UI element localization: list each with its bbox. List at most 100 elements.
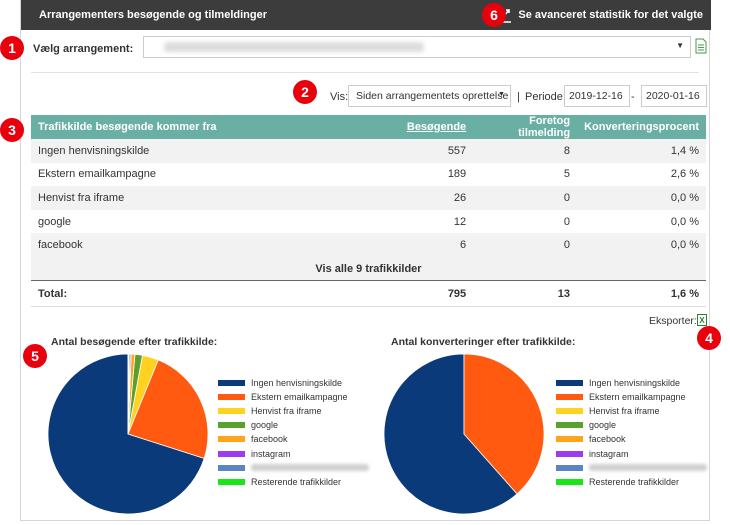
legend-label: Ingen henvisningskilde [589,378,681,389]
legend-swatch [218,394,245,401]
legend-label: Resterende trafikkilder [251,476,342,487]
legend-item: facebook [218,432,369,446]
row-conversion: 2,6 % [670,168,699,181]
badge-4: 4 [697,326,721,350]
export-label: Eksporter: [649,315,697,327]
traffic-table: Trafikkilde besøgende kommer fra Besøgen… [31,115,706,308]
date-to-input[interactable]: 2020-01-16 [641,85,707,107]
row-visitors: 26 [370,186,474,210]
legend-label: facebook [251,434,288,445]
pie-slice [463,353,545,495]
visitors-chart-legend: Ingen henvisningskilde Ekstern emailkampa… [218,376,369,489]
legend-swatch [218,422,245,429]
filter-row: Vis: Siden arrangementets oprettelse ▼ |… [21,85,711,109]
table-row: facebook 6 0 0,0 % [31,233,706,257]
legend-label: instagram [251,448,291,459]
legend-item [556,461,707,475]
advanced-statistics-label: Se avanceret statistik for det valgte [518,9,703,21]
row-signups: 0 [473,186,578,210]
legend-label: Resterende trafikkilder [589,476,680,487]
col-conversion: Konverteringsprocent [577,115,706,139]
table-row: google 12 0 0,0 % [31,210,706,234]
legend-label: Henvist fra iframe [251,406,322,417]
row-source: Ingen henvisningskilde [31,139,371,163]
advanced-statistics-link[interactable]: Se avanceret statistik for det valgte [492,6,703,24]
table-row: Henvist fra iframe 26 0 0,0 % [31,186,706,210]
col-visitors[interactable]: Besøgende [370,115,474,139]
pie-slice [127,359,209,459]
legend-item: Henvist fra iframe [218,404,369,418]
row-conversion: 0,0 % [577,186,706,210]
total-signups: 13 [473,280,578,308]
legend-swatch [218,436,245,443]
pie-slice [383,353,518,515]
col-signups: Foretog tilmelding [473,115,578,139]
table-row: Ingen henvisningskilde 557 8 1,4 % [31,139,706,163]
table-row: Ekstern emailkampagne 189 5 2,6 % [31,163,706,187]
legend-label: Ingen henvisningskilde [251,378,343,389]
badge-5: 5 [23,344,47,368]
badge-2: 2 [293,80,317,104]
row-visitors: 557 [370,139,474,163]
pie-slice [127,353,130,435]
legend-item: google [218,418,369,432]
panel-header: Arrangementers besøgende og tilmeldinger… [21,0,711,30]
row-visitors: 189 [447,168,467,181]
legend-item: facebook [556,432,707,446]
panel-title: Arrangementers besøgende og tilmeldinger [39,9,267,21]
filter-separator: | [517,91,520,103]
date-from-input[interactable]: 2019-12-16 [564,85,630,107]
legend-swatch [556,422,583,429]
row-signups: 8 [473,139,578,163]
row-signups: 0 [473,233,578,257]
legend-item: Ekstern emailkampagne [556,390,707,404]
legend-swatch [556,380,583,387]
legend-item: Ekstern emailkampagne [218,390,369,404]
legend-swatch [556,394,583,401]
document-icon[interactable] [695,38,707,54]
badge-1: 1 [0,36,24,60]
visitors-chart-title: Antal besøgende efter trafikkilde: [51,336,218,348]
legend-swatch [218,478,245,485]
periode-label: Periode: [525,91,566,103]
event-select-blurred-value [164,42,424,52]
total-conversion: 1,6 % [577,280,706,308]
legend-label: Ekstern emailkampagne [251,392,348,403]
legend-label: Henvist fra iframe [589,406,660,417]
legend-item: Ingen henvisningskilde [556,376,707,390]
event-select[interactable]: ▼ [143,36,691,58]
row-source: google [38,215,72,228]
vis-label: Vis: [330,91,349,103]
legend-label: instagram [589,448,629,459]
show-all-sources-link[interactable]: Vis alle 9 trafikkilder [31,256,706,281]
conversions-chart-title: Antal konverteringer efter trafikkilde: [391,336,576,348]
row-conversion: 0,0 % [577,233,706,257]
badge-6: 6 [482,3,506,27]
legend-item: google [556,418,707,432]
dropdown-caret-icon: ▼ [676,41,684,50]
conversions-chart-legend: Ingen henvisningskilde Ekstern emailkampa… [556,376,707,489]
vis-select[interactable]: Siden arrangementets oprettelse ▼ [348,85,511,107]
row-source: Henvist fra iframe [31,186,371,210]
legend-label [251,464,369,472]
legend-label: facebook [589,434,626,445]
legend-label: google [251,420,279,431]
row-source: facebook [31,233,371,257]
excel-export-icon[interactable]: X [697,314,707,326]
legend-swatch [556,464,583,471]
statistics-panel: Arrangementers besøgende og tilmeldinger… [20,0,711,521]
legend-item [218,461,369,475]
visitors-pie-chart [47,353,209,515]
show-all-row: Vis alle 9 trafikkilder [31,256,706,281]
legend-swatch [556,450,583,457]
col-visitors-label: Besøgende [406,121,467,133]
divider [31,72,699,73]
legend-item: Ingen henvisningskilde [218,376,369,390]
event-select-label: Vælg arrangement: [33,43,134,55]
date-range-dash: - [631,91,635,103]
row-signups: 5 [563,168,571,181]
row-source: Ekstern emailkampagne [38,168,157,181]
col-source: Trafikkilde besøgende kommer fra [31,115,371,139]
legend-label: Ekstern emailkampagne [589,392,686,403]
legend-swatch [556,408,583,415]
